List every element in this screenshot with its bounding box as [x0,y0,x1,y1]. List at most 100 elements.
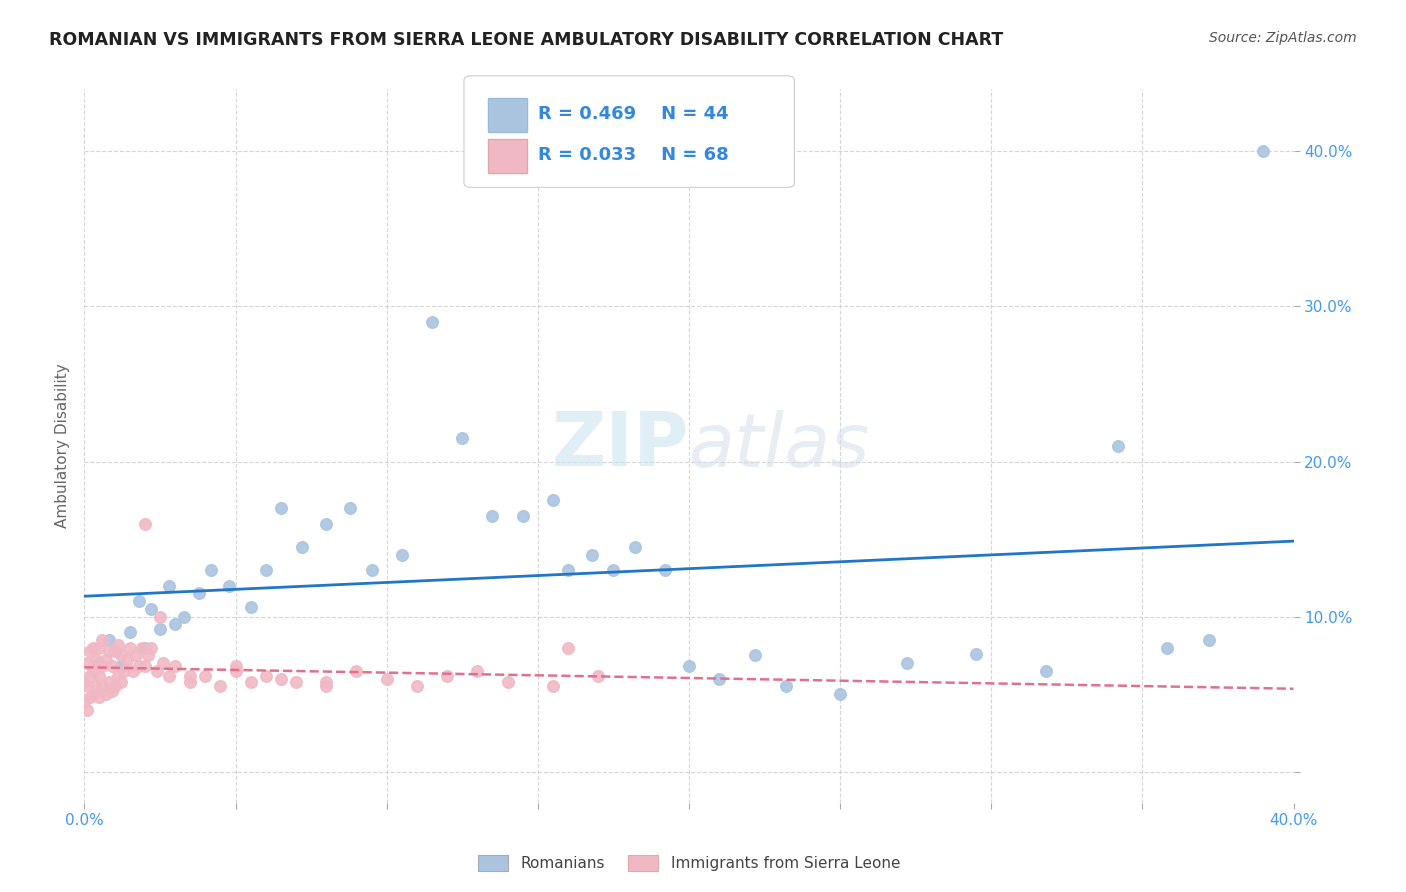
Point [165,659,187,673]
Point [97,674,120,689]
Point [121,664,143,678]
Point [146,664,169,678]
Point [134,659,156,673]
Point [194,668,217,682]
Point [315,680,337,694]
Point [107,668,129,682]
Point [541,493,564,508]
Point [79,644,101,658]
Point [134,640,156,655]
Point [110,648,132,663]
Point [149,622,172,636]
Point [118,640,141,655]
Point [541,680,564,694]
Point [76,680,98,694]
Point [239,674,262,689]
Text: atlas: atlas [689,410,870,482]
Point [623,540,645,554]
Point [110,659,132,673]
Point [1198,632,1220,647]
Point [157,579,180,593]
Point [830,687,852,701]
Point [91,632,114,647]
Point [709,672,731,686]
Point [1035,664,1057,678]
Point [451,431,474,445]
Point [315,516,337,531]
Text: R = 0.469    N = 44: R = 0.469 N = 44 [538,105,730,123]
Point [512,508,534,523]
Point [79,668,101,682]
Point [97,632,120,647]
Point [481,508,503,523]
Point [94,687,117,701]
Text: ROMANIAN VS IMMIGRANTS FROM SIERRA LEONE AMBULATORY DISABILITY CORRELATION CHART: ROMANIAN VS IMMIGRANTS FROM SIERRA LEONE… [49,31,1004,49]
Point [79,690,101,705]
Point [82,687,104,701]
Point [896,656,918,670]
Point [218,579,240,593]
Point [76,703,98,717]
Point [200,563,222,577]
Point [436,668,458,682]
Point [125,648,148,663]
Point [110,674,132,689]
Point [239,600,262,615]
Text: Source: ZipAtlas.com: Source: ZipAtlas.com [1209,31,1357,45]
Point [406,680,429,694]
Point [254,563,277,577]
Point [104,680,127,694]
Point [128,659,150,673]
Point [420,315,443,329]
Point [775,680,797,694]
Point [602,563,624,577]
Point [73,695,96,709]
Point [744,648,766,663]
Point [139,640,162,655]
Point [82,640,104,655]
Point [115,653,138,667]
Point [104,644,127,658]
Point [107,638,129,652]
Point [291,540,314,554]
Point [270,672,292,686]
Point [557,640,579,655]
Point [375,672,398,686]
Point [315,674,337,689]
Point [179,674,201,689]
Point [467,664,489,678]
Point [136,648,159,663]
Point [254,668,277,682]
Point [1107,439,1129,453]
Point [100,684,122,698]
Legend: Romanians, Immigrants from Sierra Leone: Romanians, Immigrants from Sierra Leone [471,849,907,877]
Point [94,653,117,667]
Point [131,640,153,655]
Y-axis label: Ambulatory Disability: Ambulatory Disability [55,364,70,528]
Point [91,659,114,673]
Point [225,659,247,673]
Point [112,664,135,678]
Point [654,563,676,577]
Point [360,563,382,577]
Point [496,674,519,689]
Point [557,563,579,577]
Point [179,668,201,682]
Text: ZIP: ZIP [551,409,689,483]
Point [339,501,361,516]
Point [1156,640,1178,655]
Point [139,602,162,616]
Text: R = 0.033    N = 68: R = 0.033 N = 68 [538,146,730,164]
Point [346,664,368,678]
Point [588,668,610,682]
Point [270,501,292,516]
Point [225,664,247,678]
Point [581,548,603,562]
Point [965,647,987,661]
Point [165,617,187,632]
Point [89,668,111,682]
Point [91,680,114,694]
Point [86,680,108,694]
Point [89,640,111,655]
Point [134,516,156,531]
